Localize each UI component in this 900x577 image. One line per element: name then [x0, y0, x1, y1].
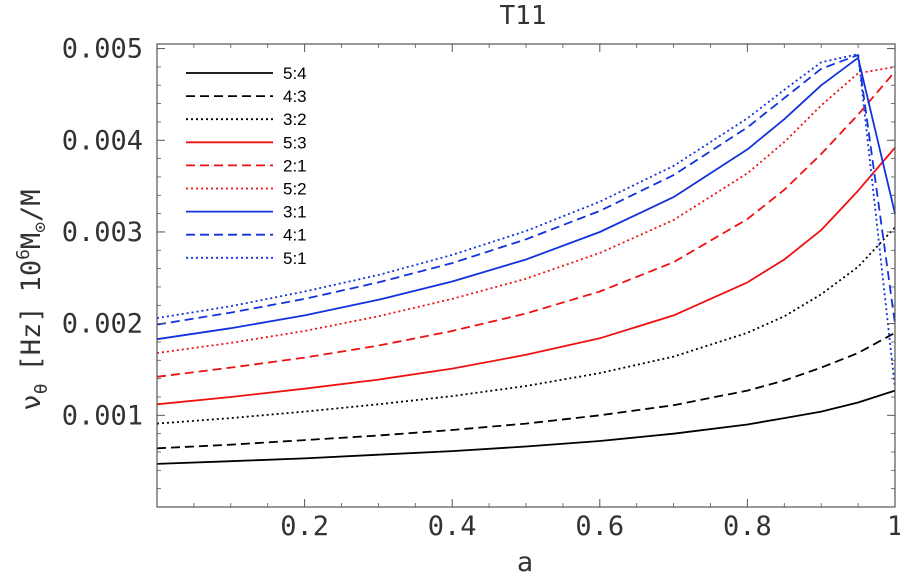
- series-line-3-1: [156, 56, 896, 341]
- y-label-six: 6: [13, 249, 34, 260]
- x-tick-label: 1: [887, 511, 900, 542]
- legend-label-5-2: 5:2: [283, 180, 307, 199]
- series-line-5-4: [156, 389, 896, 465]
- y-tick-label: 0.004: [62, 125, 143, 156]
- y-label-theta: θ: [31, 383, 52, 394]
- x-axis-label: a: [517, 547, 533, 577]
- legend-label-2-1: 2:1: [283, 156, 307, 175]
- chart-title: T11: [500, 1, 547, 31]
- legend-label-4-3: 4:3: [283, 87, 307, 106]
- ticks-layer: 0.2 0.4 0.6 0.8 1 0.001 0.002 0.003 0.004 0.005: [62, 34, 900, 542]
- x-tick-label: 0.4: [428, 511, 477, 542]
- y-label-over-m: /M: [16, 189, 47, 222]
- x-tick-label: 0.2: [280, 511, 329, 542]
- x-tick-label: 0.6: [575, 511, 624, 542]
- series-line-2-1: [156, 70, 896, 378]
- series-line-4-1: [156, 54, 896, 326]
- legend-label-3-1: 3:1: [283, 203, 307, 222]
- y-label-ten: 10: [16, 260, 47, 293]
- y-tick-label: 0.003: [62, 217, 143, 248]
- y-tick-label: 0.001: [62, 400, 143, 431]
- y-axis-label-text: νθ [Hz] 106M⊙/M: [13, 189, 52, 410]
- x-tick-label: 0.8: [723, 511, 772, 542]
- y-label-sun: ⊙: [30, 222, 51, 233]
- legend-label-5-3: 5:3: [283, 133, 307, 152]
- series-line-5-1: [156, 53, 896, 388]
- legend: 5:4 4:3 3:2 5:3 2:1 5:2 3:1 4:1 5:1: [186, 64, 307, 268]
- y-tick-label: 0.005: [62, 34, 143, 65]
- legend-label-5-1: 5:1: [283, 249, 307, 268]
- y-label-m: M: [16, 233, 47, 249]
- y-label-hz: [Hz]: [16, 306, 47, 371]
- legend-label-5-4: 5:4: [283, 64, 307, 83]
- series-line-3-2: [156, 226, 896, 425]
- y-axis-label: νθ [Hz] 106M⊙/M: [13, 189, 52, 410]
- legend-label-4-1: 4:1: [283, 226, 307, 245]
- y-tick-label: 0.002: [62, 309, 143, 340]
- series-layer: [156, 53, 896, 465]
- series-line-5-3: [156, 147, 896, 406]
- y-label-nu: ν: [16, 394, 47, 410]
- legend-label-3-2: 3:2: [283, 110, 307, 129]
- series-line-4-3: [156, 332, 896, 450]
